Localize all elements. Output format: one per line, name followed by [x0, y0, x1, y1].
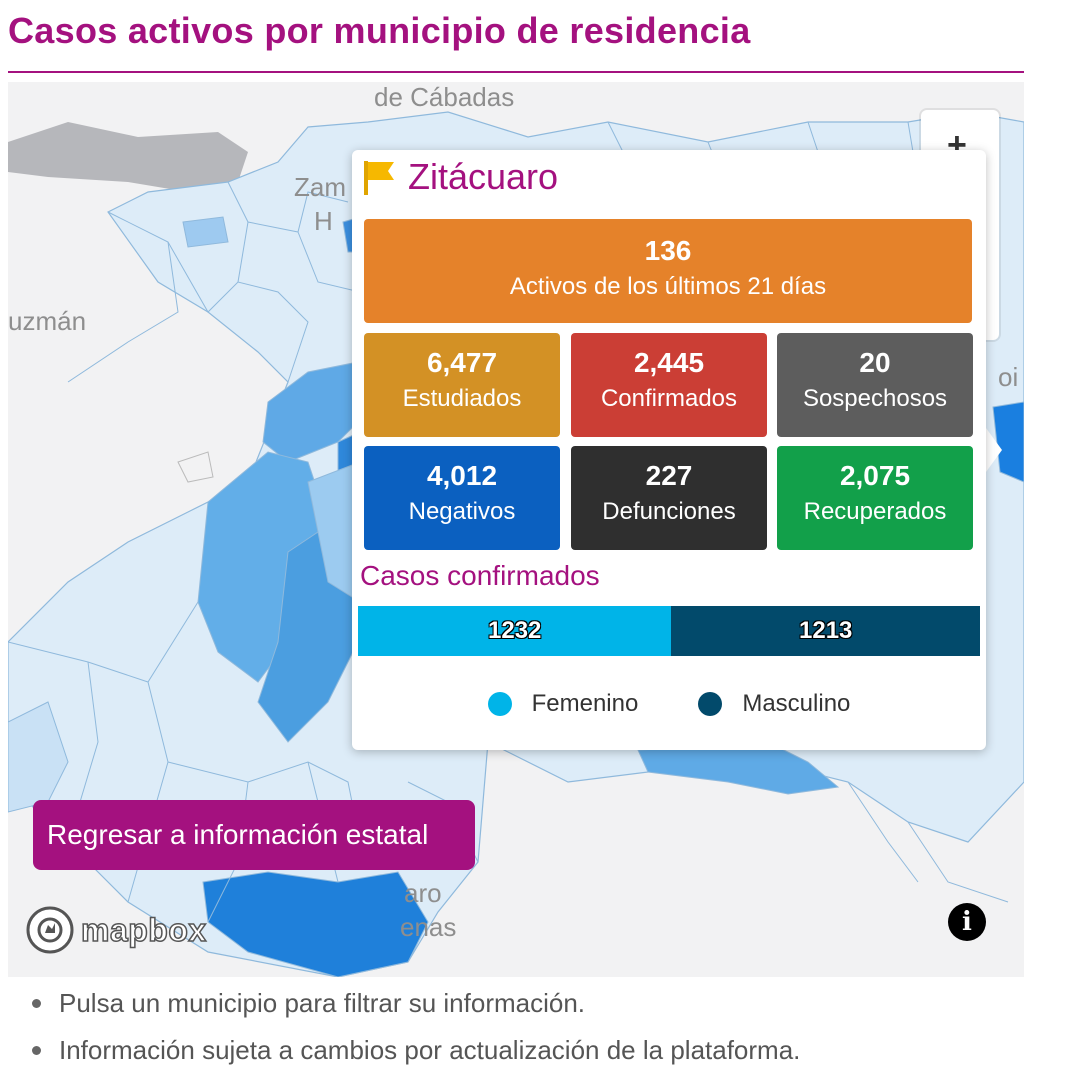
map-place-label: Zam — [294, 172, 346, 202]
bullet-icon — [32, 1046, 41, 1055]
stat-activos: 136 Activos de los últimos 21 días — [364, 219, 972, 323]
legend-label: Masculino — [742, 690, 851, 717]
map-place-label: H — [314, 206, 333, 236]
confirmed-by-sex-bar: 1232 1213 — [358, 606, 980, 656]
stat-label: Activos de los últimos 21 días — [509, 273, 827, 300]
bullet-icon — [32, 999, 41, 1008]
legend-dot-masculino — [698, 692, 723, 716]
popup-header: Zitácuaro — [360, 156, 558, 198]
region-municipality[interactable] — [202, 871, 429, 977]
legend-item-masculino: Masculino — [698, 690, 850, 718]
stat-value: 2,445 — [633, 347, 705, 378]
map-place-label: enas — [400, 912, 457, 942]
mapbox-logo-icon — [26, 906, 74, 954]
stat-label: Confirmados — [600, 385, 738, 412]
stat-label: Recuperados — [803, 498, 947, 525]
note-item: Pulsa un municipio para filtrar su infor… — [32, 988, 800, 1019]
legend-dot-femenino — [487, 692, 512, 716]
stat-value: 136 — [644, 235, 692, 266]
note-text: Información sujeta a cambios por actuali… — [59, 1035, 801, 1065]
stat-value: 20 — [859, 347, 891, 378]
region-municipality[interactable] — [8, 701, 69, 813]
municipality-popup: Zitácuaro 136 Activos de los últimos 21 … — [352, 150, 986, 750]
map-place-label: uzmán — [8, 306, 87, 336]
stat-value: 227 — [645, 460, 693, 491]
legend-item-femenino: Femenino — [487, 690, 639, 718]
stat-value: 4,012 — [426, 460, 498, 491]
legend-label: Femenino — [531, 690, 639, 717]
stat-label: Negativos — [408, 498, 516, 525]
region-gray — [8, 122, 248, 192]
confirmed-legend: Femenino Masculino — [352, 690, 986, 718]
region-municipality[interactable] — [182, 216, 229, 248]
page-title: Casos activos por municipio de residenci… — [8, 10, 751, 51]
stat-recuperados: 2,075 Recuperados — [777, 446, 973, 550]
map-place-label: de Cábadas — [374, 82, 515, 112]
note-text: Pulsa un municipio para filtrar su infor… — [59, 988, 586, 1018]
stat-label: Sospechosos — [802, 385, 948, 412]
stat-defunciones: 227 Defunciones — [571, 446, 767, 550]
stat-label: Defunciones — [602, 498, 736, 525]
stat-confirmados: 2,445 Confirmados — [571, 333, 767, 437]
municipality-name: Zitácuaro — [408, 156, 559, 197]
map-place-label: aro — [404, 878, 442, 908]
mapbox-logo-text: mapbox — [80, 911, 207, 949]
mapbox-attribution[interactable]: mapbox — [25, 905, 207, 955]
flag-icon — [364, 161, 394, 195]
stat-sospechosos: 20 Sospechosos — [777, 333, 973, 437]
stat-negativos: 4,012 Negativos — [364, 446, 560, 550]
bar-segment-femenino: 1232 — [358, 606, 672, 656]
back-to-state-button[interactable]: Regresar a información estatal — [33, 800, 475, 870]
region-gray — [177, 451, 214, 483]
confirmed-cases-title: Casos confirmados — [360, 560, 600, 591]
map-place-label: oi — [998, 362, 1019, 392]
notes-list: Pulsa un municipio para filtrar su infor… — [32, 988, 800, 1082]
note-item: Información sujeta a cambios por actuali… — [32, 1035, 800, 1066]
title-divider — [8, 71, 1024, 73]
stat-estudiados: 6,477 Estudiados — [364, 333, 560, 437]
popup-pointer — [986, 428, 1002, 472]
stat-value: 2,075 — [839, 460, 911, 491]
bar-segment-masculino: 1213 — [671, 606, 980, 656]
stat-label: Estudiados — [402, 385, 522, 412]
stat-value: 6,477 — [426, 347, 498, 378]
info-icon[interactable]: i — [948, 903, 986, 941]
